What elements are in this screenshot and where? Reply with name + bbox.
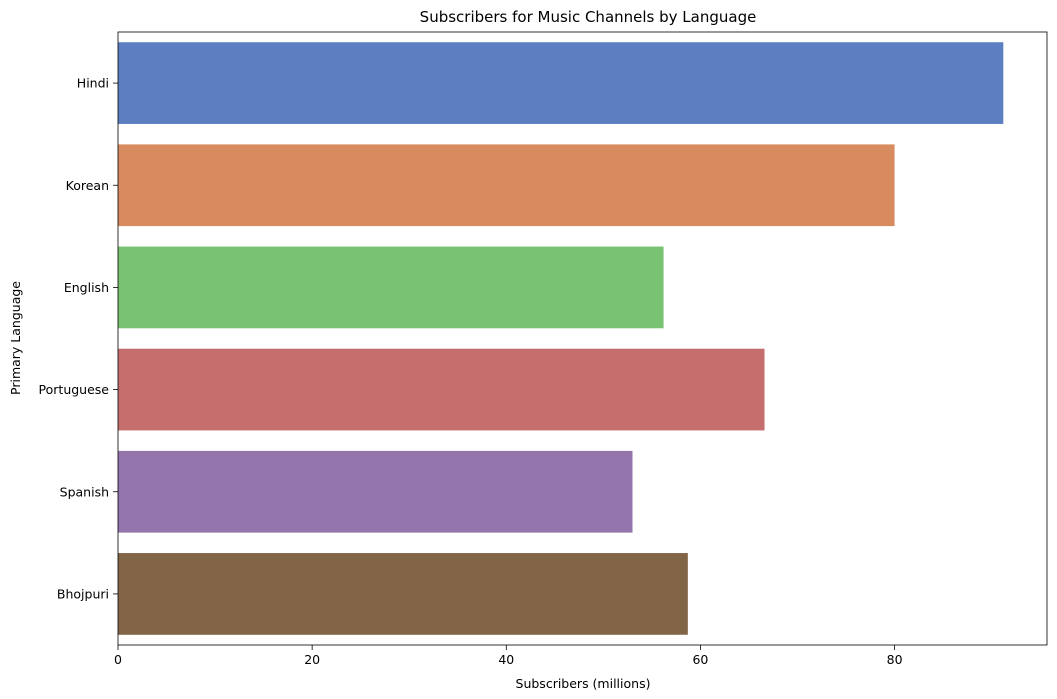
y-axis-label: Primary Language xyxy=(8,281,23,395)
x-tick-label-60: 60 xyxy=(692,652,708,667)
y-tick-label-bhojpuri: Bhojpuri xyxy=(57,586,109,601)
y-tick-label-spanish: Spanish xyxy=(60,484,109,499)
bar-portuguese xyxy=(118,348,765,431)
x-tick-label-80: 80 xyxy=(887,652,903,667)
plot-frame xyxy=(117,31,1048,646)
x-tick-label-0: 0 xyxy=(114,652,122,667)
bar-hindi xyxy=(118,42,1004,124)
x-tick-label-40: 40 xyxy=(498,652,514,667)
bar-korean xyxy=(118,144,895,227)
bar-english xyxy=(118,246,664,329)
bar-bhojpuri xyxy=(118,553,688,635)
y-tick-label-korean: Korean xyxy=(66,178,109,193)
y-tick-label-portuguese: Portuguese xyxy=(39,382,110,397)
chart-title: Subscribers for Music Channels by Langua… xyxy=(420,8,757,26)
y-tick-label-english: English xyxy=(64,280,109,295)
bar-spanish xyxy=(118,450,633,533)
x-tick-label-20: 20 xyxy=(304,652,320,667)
x-axis-label: Subscribers (millions) xyxy=(516,676,651,691)
y-tick-label-hindi: Hindi xyxy=(77,76,109,91)
